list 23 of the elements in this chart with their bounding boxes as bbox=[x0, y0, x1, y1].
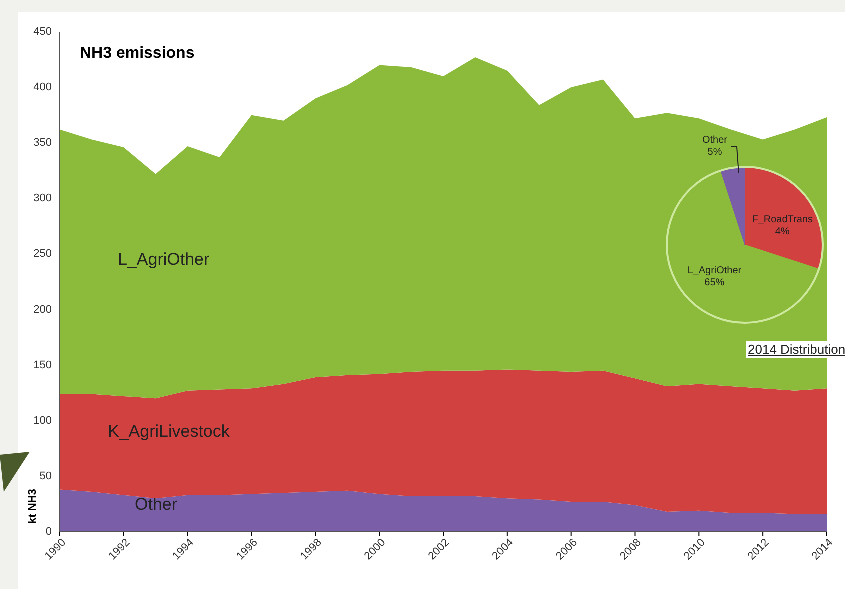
series-label: K_AgriLivestock bbox=[108, 422, 230, 441]
pie-slice bbox=[720, 166, 746, 246]
y-tick-label: 50 bbox=[40, 470, 52, 482]
y-tick-label: 0 bbox=[46, 526, 52, 538]
data-label: 65% bbox=[704, 277, 725, 288]
data-label: 5% bbox=[708, 147, 722, 158]
series-label: L_AgriOther bbox=[118, 250, 210, 269]
slice-label: F_RoadTrans bbox=[752, 214, 813, 226]
y-tick-label: 150 bbox=[34, 359, 52, 372]
series-label: Other bbox=[135, 495, 178, 514]
y-tick-label: 450 bbox=[34, 26, 52, 38]
y-tick-label: 200 bbox=[34, 304, 52, 316]
slice-label: L_AgriOther bbox=[688, 265, 742, 276]
y-tick-label: 350 bbox=[34, 137, 52, 150]
y-tick-label: 300 bbox=[34, 192, 52, 205]
y-axis-title: kt NH3 bbox=[27, 489, 39, 524]
y-tick-label: 100 bbox=[34, 414, 52, 427]
data-label: 4% bbox=[775, 226, 790, 238]
y-tick-label: 250 bbox=[34, 248, 52, 260]
y-tick-label: 400 bbox=[34, 82, 52, 94]
text: 2014 Distribution bbox=[748, 342, 845, 357]
slice-label: Other bbox=[702, 135, 728, 146]
text: NH3 emissions bbox=[80, 45, 195, 62]
